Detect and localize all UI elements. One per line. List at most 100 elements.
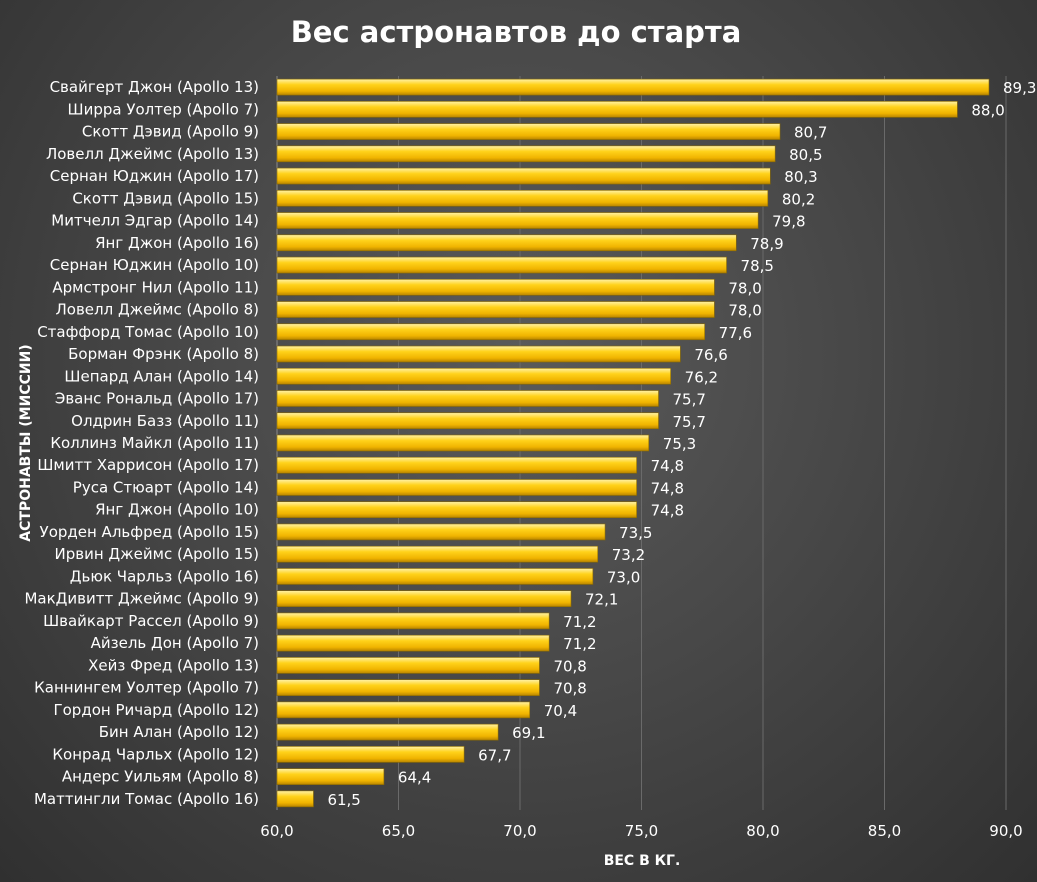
x-tick-label: 80,0 xyxy=(746,822,779,840)
x-tick-label: 90,0 xyxy=(989,822,1022,840)
bar xyxy=(276,301,715,318)
category-label: Шепард Алан (Apollo 14) xyxy=(64,367,259,385)
bar xyxy=(276,768,385,785)
category-label: Каннингем Уолтер (Apollo 7) xyxy=(34,679,259,697)
category-labels: Свайгерт Джон (Apollo 13) Ширра Уолтер (A… xyxy=(24,78,259,808)
x-tick-label: 70,0 xyxy=(503,822,536,840)
value-label: 72,1 xyxy=(585,591,618,609)
value-label: 75,3 xyxy=(663,435,696,453)
bar xyxy=(276,634,550,652)
category-label: Маттингли Томас (Apollo 16) xyxy=(34,790,259,808)
category-label: Свайгерт Джон (Apollo 13) xyxy=(50,78,259,96)
bar xyxy=(276,523,606,541)
value-label: 74,8 xyxy=(651,479,684,497)
bar xyxy=(276,234,737,252)
category-label: Ловелл Джеймс (Apollo 8) xyxy=(56,301,260,319)
category-label: Скотт Дэвид (Apollo 9) xyxy=(82,123,259,141)
category-label: Ловелл Джеймс (Apollo 13) xyxy=(46,145,259,163)
bar xyxy=(276,568,594,585)
value-label: 70,4 xyxy=(544,702,577,720)
x-tick-label: 65,0 xyxy=(382,822,415,840)
category-label: Сернан Юджин (Apollo 17) xyxy=(50,167,259,185)
bar xyxy=(276,123,781,140)
value-label: 88,0 xyxy=(971,101,1004,119)
bar xyxy=(276,145,776,163)
category-label: Ирвин Джеймс (Apollo 15) xyxy=(55,545,259,563)
value-label: 80,7 xyxy=(794,124,827,142)
category-label: Скотт Дэвид (Apollo 15) xyxy=(72,189,259,207)
category-label: Уорден Альфред (Apollo 15) xyxy=(40,523,259,541)
bar xyxy=(276,390,659,407)
value-label: 80,3 xyxy=(784,168,817,186)
value-label: 80,5 xyxy=(789,146,822,164)
value-label: 79,8 xyxy=(772,213,805,231)
category-label: МакДивитт Джеймс (Apollo 9) xyxy=(24,590,259,608)
bar xyxy=(276,78,990,96)
bar xyxy=(276,657,540,674)
bar xyxy=(276,323,705,341)
category-label: Митчелл Эдгар (Apollo 14) xyxy=(51,212,259,230)
bar xyxy=(276,279,715,296)
bar xyxy=(276,367,671,385)
category-label: Сернан Юджин (Apollo 10) xyxy=(50,256,259,274)
category-label: Конрад Чарльх (Apollo 12) xyxy=(52,745,259,763)
category-label: Швайкарт Рассел (Apollo 9) xyxy=(43,612,259,630)
bar xyxy=(276,612,550,630)
category-label: Ширра Уолтер (Apollo 7) xyxy=(68,100,259,118)
category-label: Стаффорд Томас (Apollo 10) xyxy=(37,323,259,341)
x-tick-label: 60,0 xyxy=(260,822,293,840)
category-label: Янг Джон (Apollo 16) xyxy=(95,234,259,252)
category-label: Хейз Фред (Apollo 13) xyxy=(88,656,259,674)
category-label: Айзель Дон (Apollo 7) xyxy=(91,634,259,652)
bar xyxy=(276,723,499,741)
category-label: Гордон Ричард (Apollo 12) xyxy=(53,701,259,719)
value-label: 73,0 xyxy=(607,568,640,586)
bar xyxy=(276,456,637,474)
category-label: Руса Стюарт (Apollo 14) xyxy=(73,478,259,496)
value-label: 78,0 xyxy=(728,302,761,320)
category-label: Борман Фрэнк (Apollo 8) xyxy=(68,345,259,363)
value-label: 78,9 xyxy=(750,235,783,253)
bar xyxy=(276,167,771,185)
bar xyxy=(276,501,637,519)
category-label: Бин Алан (Apollo 12) xyxy=(99,723,259,741)
chart-title: Вес астронавтов до старта xyxy=(291,15,742,49)
value-label: 78,0 xyxy=(728,279,761,297)
category-label: Эванс Рональд (Apollo 17) xyxy=(55,390,259,408)
bar xyxy=(276,545,599,563)
bar xyxy=(276,679,540,696)
bar xyxy=(276,412,659,430)
category-label: Андерс Уильям (Apollo 8) xyxy=(62,768,259,786)
category-label: Дьюк Чарльз (Apollo 16) xyxy=(70,567,259,585)
value-label: 76,6 xyxy=(694,346,727,364)
value-label: 80,2 xyxy=(782,190,815,208)
value-label: 67,7 xyxy=(478,746,511,764)
value-label: 64,4 xyxy=(398,769,431,787)
bar xyxy=(276,212,759,229)
value-labels: 89,3 88,0 80,7 80,5 80,3 80,2 79,8 78,9 78,5 78,0… xyxy=(327,79,1036,809)
category-label: Олдрин Базз (Apollo 11) xyxy=(71,412,259,430)
category-label: Коллинз Майкл (Apollo 11) xyxy=(50,434,259,452)
value-label: 74,8 xyxy=(651,502,684,520)
value-label: 77,6 xyxy=(719,324,752,342)
x-tick-label: 85,0 xyxy=(868,822,901,840)
value-label: 71,2 xyxy=(563,613,596,631)
value-label: 89,3 xyxy=(1003,79,1036,97)
y-axis-title: АСТРОНАВТЫ (МИССИИ) xyxy=(18,344,34,541)
bar xyxy=(276,790,314,808)
value-label: 70,8 xyxy=(553,680,586,698)
category-label: Армстронг Нил (Apollo 11) xyxy=(52,278,259,296)
bar xyxy=(276,256,727,274)
value-label: 75,7 xyxy=(673,413,706,431)
bar xyxy=(276,190,769,207)
bar xyxy=(276,345,681,363)
value-label: 70,8 xyxy=(553,657,586,675)
x-tick-label: 75,0 xyxy=(625,822,658,840)
bar xyxy=(276,590,572,607)
bar xyxy=(276,479,637,496)
x-axis-title: ВЕС В КГ. xyxy=(604,853,681,869)
bar xyxy=(276,746,465,763)
bar xyxy=(276,101,958,118)
category-label: Янг Джон (Apollo 10) xyxy=(95,501,259,519)
